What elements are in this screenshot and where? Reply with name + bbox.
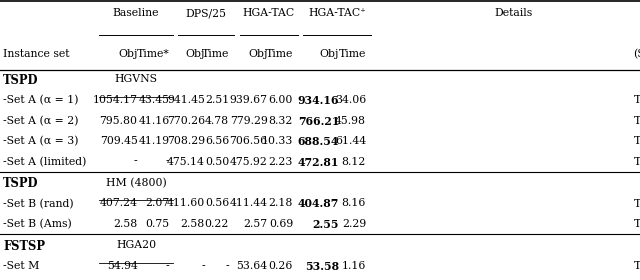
Text: DPS/25: DPS/25 — [185, 8, 227, 18]
Text: 795.80: 795.80 — [100, 116, 138, 126]
Text: HGVNS: HGVNS — [115, 74, 157, 84]
Text: FSTSP: FSTSP — [3, 240, 45, 253]
Text: Obj: Obj — [118, 49, 138, 59]
Text: 1.16: 1.16 — [342, 261, 366, 271]
Text: Instance set: Instance set — [3, 49, 70, 59]
Text: Table 5 (§5.1): Table 5 (§5.1) — [634, 116, 640, 126]
Text: 2.58: 2.58 — [180, 219, 205, 229]
Text: 8.32: 8.32 — [269, 116, 293, 126]
Text: 2.58: 2.58 — [113, 219, 138, 229]
Text: TSPD: TSPD — [3, 178, 38, 190]
Text: 2.18: 2.18 — [269, 199, 293, 208]
Text: Table 8 (§5.3): Table 8 (§5.3) — [634, 219, 640, 229]
Text: -Set A (α = 1): -Set A (α = 1) — [3, 95, 79, 106]
Text: -: - — [134, 157, 138, 167]
Text: Table 4 (§5.1): Table 4 (§5.1) — [634, 95, 640, 106]
Text: -Set A (α = 3): -Set A (α = 3) — [3, 136, 79, 146]
Text: 941.45: 941.45 — [167, 95, 205, 105]
Text: -Set B (rand): -Set B (rand) — [3, 199, 74, 209]
Text: 2.57: 2.57 — [243, 219, 268, 229]
Text: 2.23: 2.23 — [269, 157, 293, 167]
Text: Table 8 (§5.3): Table 8 (§5.3) — [634, 199, 640, 209]
Text: 2.29: 2.29 — [342, 219, 366, 229]
Text: 6.00: 6.00 — [269, 95, 293, 105]
Text: -: - — [201, 261, 205, 271]
Text: -Set B (Ams): -Set B (Ams) — [3, 219, 72, 229]
Text: 709.45: 709.45 — [100, 136, 138, 146]
Text: 53.64: 53.64 — [236, 261, 268, 271]
Text: 6.56: 6.56 — [205, 136, 229, 146]
Text: 2.51: 2.51 — [205, 95, 229, 105]
Text: -: - — [225, 261, 229, 271]
Text: 34.06: 34.06 — [335, 95, 366, 105]
Text: 706.56: 706.56 — [229, 136, 268, 146]
Text: 770.26: 770.26 — [166, 116, 205, 126]
Text: 0.75: 0.75 — [145, 219, 170, 229]
Text: 939.67: 939.67 — [230, 95, 268, 105]
Text: 708.29: 708.29 — [166, 136, 205, 146]
Text: 688.54: 688.54 — [298, 136, 339, 147]
Text: 404.87: 404.87 — [298, 199, 339, 209]
Text: 10.33: 10.33 — [262, 136, 293, 146]
Text: 411.44: 411.44 — [230, 199, 268, 208]
Text: 411.60: 411.60 — [166, 199, 205, 208]
Text: 4.78: 4.78 — [205, 116, 229, 126]
Text: -: - — [166, 157, 170, 167]
Text: 8.12: 8.12 — [342, 157, 366, 167]
Text: 41.19: 41.19 — [138, 136, 170, 146]
Text: HM (4800): HM (4800) — [106, 178, 166, 188]
Text: 934.16: 934.16 — [298, 95, 339, 106]
Text: Obj: Obj — [320, 49, 339, 59]
Text: 41.16: 41.16 — [138, 116, 170, 126]
Text: HGA20: HGA20 — [116, 240, 156, 250]
Text: 475.92: 475.92 — [230, 157, 268, 167]
Text: Time*: Time* — [137, 49, 170, 59]
Text: Baseline: Baseline — [113, 8, 159, 18]
Text: Obj: Obj — [248, 49, 268, 59]
Text: 61.44: 61.44 — [335, 136, 366, 146]
Text: 472.81: 472.81 — [298, 157, 339, 167]
Text: 0.26: 0.26 — [269, 261, 293, 271]
Text: 2.07: 2.07 — [145, 199, 170, 208]
Text: 0.50: 0.50 — [205, 157, 229, 167]
Text: 0.69: 0.69 — [269, 219, 293, 229]
Text: 0.22: 0.22 — [205, 219, 229, 229]
Text: -Set M: -Set M — [3, 261, 40, 271]
Text: Time: Time — [266, 49, 293, 59]
Text: 0.56: 0.56 — [205, 199, 229, 208]
Text: -Set A (α = 2): -Set A (α = 2) — [3, 116, 79, 126]
Text: Table 6 (§5.1): Table 6 (§5.1) — [634, 136, 640, 146]
Text: 53.58: 53.58 — [305, 261, 339, 272]
Text: 8.16: 8.16 — [342, 199, 366, 208]
Text: TSPD: TSPD — [3, 74, 38, 87]
Text: 43.45: 43.45 — [139, 95, 170, 105]
Text: -: - — [166, 261, 170, 271]
Text: 1054.17: 1054.17 — [93, 95, 138, 105]
Text: Details: Details — [495, 8, 532, 18]
Text: 779.29: 779.29 — [230, 116, 268, 126]
Text: (Section): (Section) — [634, 49, 640, 59]
Text: 475.14: 475.14 — [167, 157, 205, 167]
Text: 407.24: 407.24 — [100, 199, 138, 208]
Text: Time: Time — [202, 49, 229, 59]
Text: -Set A (limited): -Set A (limited) — [3, 157, 86, 167]
Text: 766.21: 766.21 — [298, 116, 339, 127]
Text: Time: Time — [339, 49, 366, 59]
Text: 45.98: 45.98 — [335, 116, 366, 126]
Text: 2.55: 2.55 — [313, 219, 339, 230]
Text: HGA-TAC: HGA-TAC — [243, 8, 295, 18]
Text: Obj: Obj — [186, 49, 205, 59]
Text: Table 9 (§5.4): Table 9 (§5.4) — [634, 261, 640, 271]
Text: Table 7 (§5.2): Table 7 (§5.2) — [634, 157, 640, 167]
Text: 54.94: 54.94 — [107, 261, 138, 271]
Text: HGA-TAC⁺: HGA-TAC⁺ — [308, 8, 366, 18]
